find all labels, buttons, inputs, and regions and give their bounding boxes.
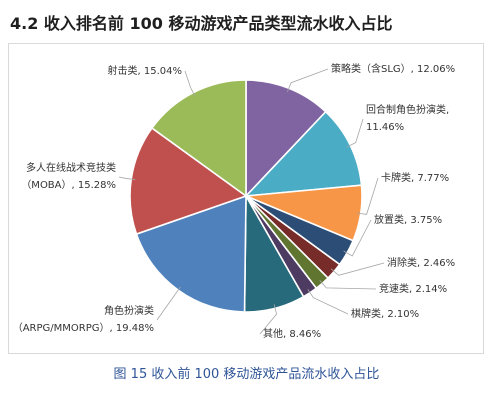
slice-label: 回合制角色扮演类, 11.46%: [366, 103, 449, 133]
leader-line: [184, 70, 196, 97]
slice-label: 消除类, 2.46%: [387, 256, 455, 269]
leader-line: [330, 262, 385, 276]
slice-label: 角色扮演类（ARPG/MMORPG）, 19.48%: [13, 304, 154, 334]
leader-line: [259, 304, 278, 335]
slice-label: 多人在线战术竞技类（MOBA）, 15.28%: [21, 161, 116, 191]
slice-label: 棋牌类, 2.10%: [351, 307, 419, 320]
section-title: 4.2 收入排名前 100 移动游戏产品类型流水收入占比: [10, 14, 393, 33]
leader-line: [307, 289, 349, 315]
leader-line: [356, 177, 379, 215]
slice-label: 卡牌类, 7.77%: [381, 171, 449, 184]
leader-line: [319, 280, 377, 290]
slice-label: 策略类（含SLG）, 12.06%: [331, 62, 455, 75]
slice-label: 其他, 8.46%: [263, 327, 321, 340]
leader-line: [287, 68, 329, 93]
leader-line: [343, 219, 372, 257]
slice-label: 放置类, 3.75%: [374, 213, 442, 226]
leader-line: [346, 118, 364, 148]
chart-frame: [8, 43, 484, 354]
leader-line: [156, 286, 181, 321]
slice-label: 射击类, 15.04%: [108, 64, 183, 77]
figure-caption: 图 15 收入前 100 移动游戏产品流水收入占比: [113, 367, 380, 382]
slice-label: 竞速类, 2.14%: [379, 282, 447, 295]
leader-line: [118, 176, 136, 181]
